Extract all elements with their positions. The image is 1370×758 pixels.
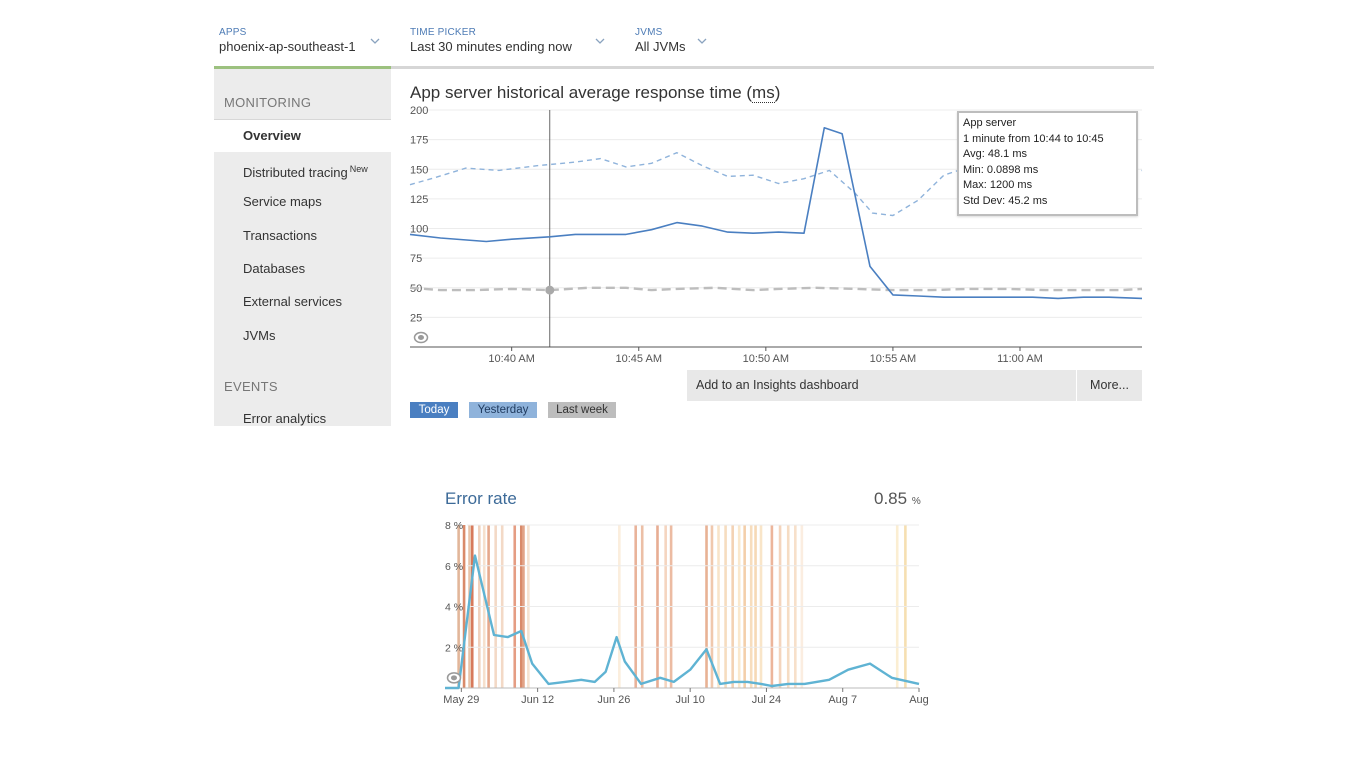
- response-chart-title: App server historical average response t…: [410, 83, 781, 103]
- sidebar-item-external-services[interactable]: External services: [214, 286, 391, 318]
- event-band: [457, 525, 460, 688]
- legend-last-week[interactable]: Last week: [548, 402, 616, 418]
- series-line-last-week: [409, 286, 1143, 292]
- x-tick-label: Aug: [909, 694, 929, 706]
- x-tick-label: Jun 26: [597, 694, 630, 706]
- time-picker-caption: TIME PICKER: [410, 27, 477, 38]
- add-to-insights-button[interactable]: Add to an Insights dashboard: [687, 370, 1076, 401]
- legend-yesterday[interactable]: Yesterday: [469, 402, 537, 418]
- section-events: EVENTS: [224, 379, 278, 394]
- chevron-down-icon: [595, 38, 605, 44]
- sidebar-item-label: Error analytics: [243, 411, 327, 426]
- sidebar-item-label: Overview: [243, 128, 301, 143]
- y-tick-label: 6 %: [445, 561, 463, 573]
- error-rate-title: Error rate: [445, 489, 517, 508]
- x-tick-label: 10:45 AM: [616, 353, 662, 365]
- sidebar-item-databases[interactable]: Databases: [214, 253, 391, 285]
- series-line-today: [409, 126, 1143, 300]
- sidebar-item-jvms[interactable]: JVMs: [214, 320, 391, 352]
- x-tick-label: 10:40 AM: [488, 353, 534, 365]
- tooltip-line: Std Dev: 45.2 ms: [963, 194, 1048, 207]
- sidebar-item-label: Transactions: [243, 228, 317, 243]
- apps-underline: [214, 66, 391, 69]
- sidebar-item-label: Distributed tracing: [243, 165, 348, 180]
- series-line-error-rate: [445, 554, 920, 690]
- x-tick-label: May 29: [443, 694, 479, 706]
- legend-today[interactable]: Today: [410, 402, 458, 418]
- reset-zoom-icon-dot: [451, 675, 457, 681]
- add-to-insights-label: Add to an Insights dashboard: [696, 378, 859, 392]
- hover-point: [545, 285, 555, 295]
- x-tick-label: Aug 7: [828, 694, 857, 706]
- section-monitoring: MONITORING: [224, 95, 312, 110]
- sidebar-item-transactions[interactable]: Transactions: [214, 220, 391, 252]
- more-button[interactable]: More...: [1077, 370, 1142, 401]
- tooltip-line: Min: 0.0898 ms: [963, 163, 1039, 176]
- jvms-value: All JVMs: [635, 39, 686, 54]
- tooltip-line: 1 minute from 10:44 to 10:45: [963, 132, 1104, 145]
- chevron-down-icon: [370, 38, 380, 44]
- tooltip-line: Max: 1200 ms: [963, 179, 1033, 192]
- error-rate-chart[interactable]: 2 % 4 % 6 % 8 % May 29 Jun 12 Jun 26 Jul 10 Jul …: [440, 515, 930, 715]
- time-picker[interactable]: TIME PICKER Last 30 minutes ending now: [410, 27, 610, 55]
- x-tick-label: 10:55 AM: [870, 353, 916, 365]
- y-tick-label: 8 %: [445, 520, 463, 532]
- x-tick-label: 10:50 AM: [743, 353, 789, 365]
- sidebar-item-distributed-tracing[interactable]: Distributed tracing New: [214, 153, 391, 185]
- chart-tooltip: App server 1 minute from 10:44 to 10:45 …: [957, 111, 1138, 216]
- sidebar-item-overview[interactable]: Overview: [214, 120, 391, 152]
- y-tick-label: 4 %: [445, 602, 463, 614]
- x-tick-label: Jul 24: [752, 694, 781, 706]
- sidebar-item-error-analytics[interactable]: Error analytics: [214, 403, 391, 426]
- y-tick-label: 150: [410, 164, 428, 176]
- sidebar-item-label: JVMs: [243, 328, 276, 343]
- y-tick-label: 100: [410, 224, 428, 236]
- y-tick-label: 75: [410, 253, 422, 265]
- new-badge: New: [349, 164, 368, 174]
- y-tick-label: 2 %: [445, 642, 463, 654]
- jvms-caption: JVMS: [635, 27, 663, 38]
- header-divider: [391, 66, 1154, 69]
- y-tick-label: 125: [410, 194, 428, 206]
- reset-zoom-icon-dot: [418, 335, 424, 341]
- x-tick-label: 11:00 AM: [997, 353, 1043, 365]
- sidebar: MONITORING Overview Distributed tracing N…: [214, 69, 391, 426]
- error-rate-value: 0.85 %: [874, 489, 921, 508]
- sidebar-item-service-maps[interactable]: Service maps: [214, 186, 391, 218]
- sidebar-item-label: Databases: [243, 261, 306, 276]
- apps-caption: APPS: [219, 27, 247, 38]
- y-tick-label: 175: [410, 135, 428, 147]
- tooltip-line: Avg: 48.1 ms: [963, 148, 1027, 161]
- event-band: [462, 525, 466, 688]
- sidebar-item-label: Service maps: [243, 194, 322, 209]
- apps-value: phoenix-ap-southeast-1: [219, 39, 356, 54]
- x-tick-label: Jul 10: [675, 694, 704, 706]
- tooltip-line: App server: [963, 117, 1017, 129]
- apps-picker[interactable]: APPS phoenix-ap-southeast-1: [219, 27, 384, 55]
- section-divider: [214, 119, 391, 120]
- y-tick-label: 25: [410, 312, 422, 324]
- time-picker-value: Last 30 minutes ending now: [410, 39, 572, 54]
- sidebar-item-label: External services: [243, 294, 342, 309]
- x-tick-label: Jun 12: [521, 694, 554, 706]
- jvms-picker[interactable]: JVMS All JVMs: [635, 27, 715, 55]
- chevron-down-icon: [697, 38, 707, 44]
- y-tick-label: 200: [410, 105, 428, 117]
